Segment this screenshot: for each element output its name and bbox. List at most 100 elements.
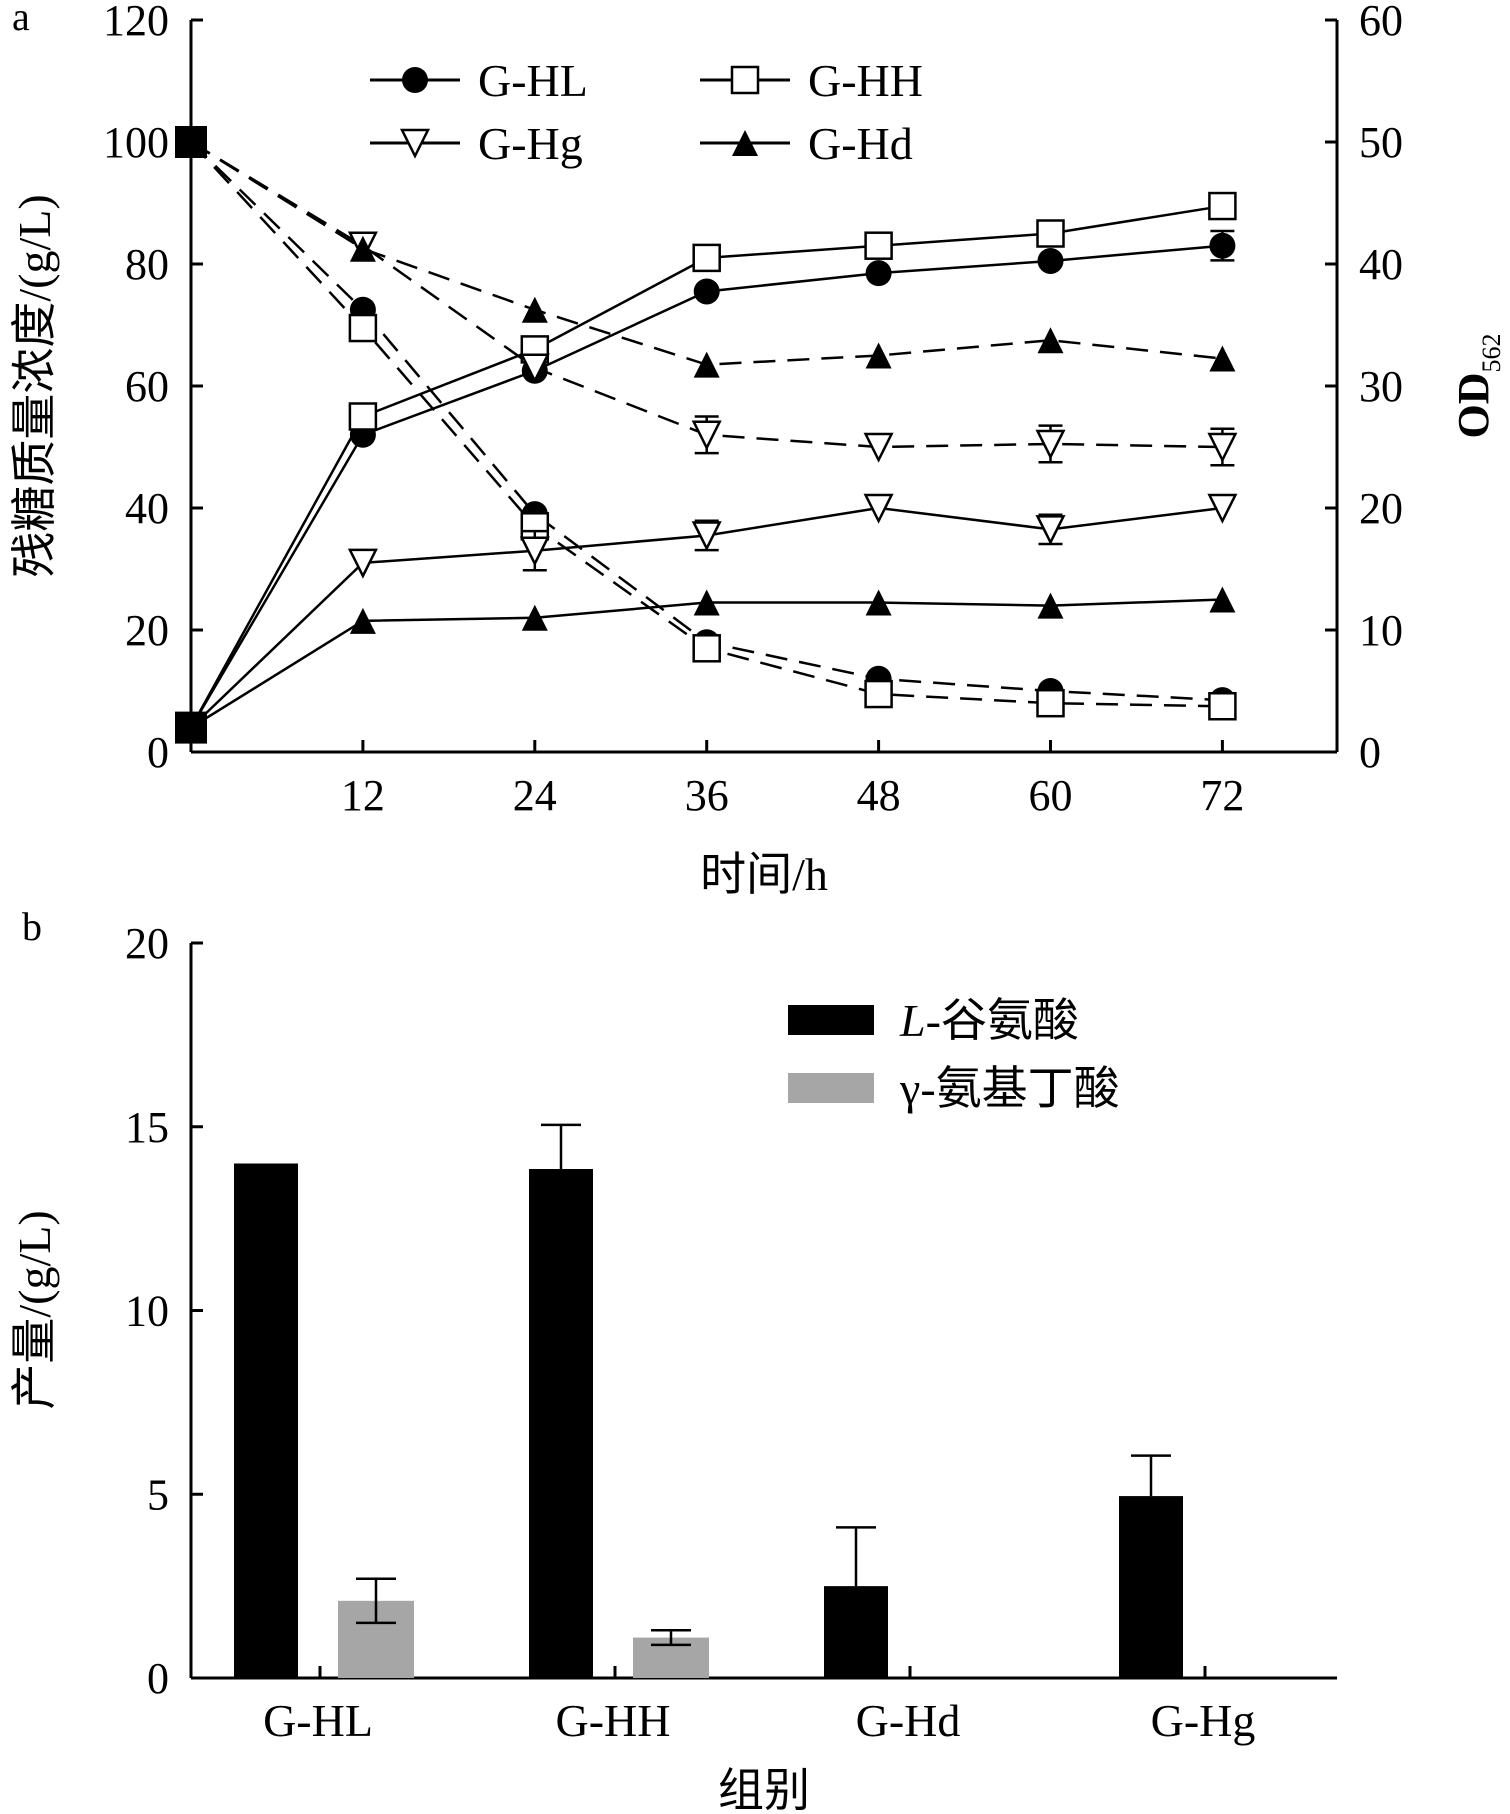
x-tick-label: 48 [857, 771, 901, 820]
sugar-point [1207, 432, 1238, 463]
y-tick-label-left: 120 [103, 0, 169, 45]
sugar-point [521, 296, 548, 323]
od-point [1037, 592, 1064, 619]
y-tick-label-left: 60 [125, 362, 169, 411]
sugar-point [1036, 688, 1065, 718]
od-point [1036, 219, 1065, 248]
bar-G-Hg-0 [1119, 1496, 1183, 1678]
legend-italic: L [899, 995, 926, 1046]
od-point [865, 260, 892, 287]
legend-marker [399, 128, 431, 159]
od-point [349, 607, 376, 634]
panel-a-ylabel-right: OD562 [1449, 334, 1506, 439]
od-point [864, 231, 893, 260]
sugar-point [348, 313, 378, 343]
panel-a-ylabel-left: 残糖质量浓度/(g/L) [9, 194, 60, 577]
sugar-point [349, 235, 376, 262]
od-point [1037, 247, 1064, 274]
panel-b-label: b [22, 904, 42, 949]
od-label: OD [1449, 373, 1498, 439]
od-point [1209, 586, 1236, 613]
od-point [1035, 515, 1066, 546]
od-subscript: 562 [1477, 334, 1506, 373]
sugar-point [691, 420, 722, 451]
sugar-point [692, 634, 721, 663]
sugar-point [1035, 429, 1066, 460]
y-tick-label: 20 [125, 919, 169, 968]
bar-G-Hd-0 [824, 1586, 888, 1678]
panel-a-label: a [12, 0, 30, 39]
bar-G-HH-0 [529, 1169, 593, 1678]
sugar-point [863, 432, 894, 463]
x-tick-label: G-Hd [856, 1695, 961, 1746]
y-tick-label-right: 20 [1359, 484, 1403, 533]
y-tick-label-right: 50 [1359, 118, 1403, 167]
od-point [1209, 232, 1236, 259]
sugar-point [519, 353, 550, 384]
sugar-point [1037, 327, 1064, 354]
sugar-point [1209, 345, 1236, 372]
legend-label: γ-氨基丁酸 [899, 1063, 1120, 1114]
x-tick-label: G-Hg [1151, 1695, 1256, 1746]
y-tick-label-right: 40 [1359, 240, 1403, 289]
y-tick-label-right: 60 [1359, 0, 1403, 45]
legend-text: -谷氨酸 [926, 995, 1079, 1046]
legend-swatch [788, 1005, 874, 1035]
y-tick-label-left: 0 [147, 728, 169, 777]
panel-b-plot: 0 5 10 15 20 G-HL G-HH G-Hd G-Hg L-谷氨酸 γ-氨基丁酸 [125, 919, 1337, 1746]
od-point [691, 521, 722, 552]
legend-marker [732, 130, 758, 156]
legend-marker [730, 65, 760, 95]
od-point [347, 548, 378, 579]
legend-label: G-HH [808, 55, 923, 106]
od-point [348, 402, 378, 431]
od-point [863, 493, 894, 524]
legend-label: G-Hd [808, 118, 913, 169]
y-tick-label: 10 [125, 1287, 169, 1336]
legend-swatch [788, 1073, 874, 1103]
y-tick-label-left: 20 [125, 606, 169, 655]
sugar-point [693, 351, 720, 378]
panel-b-xlabel: 组别 [718, 1765, 810, 1814]
start-point-sugar [175, 126, 207, 158]
od-line-G-Hd [190, 598, 1223, 729]
bar-G-HL-0 [234, 1163, 298, 1678]
y-tick-label-right: 10 [1359, 606, 1403, 655]
y-tick-label-right: 0 [1359, 728, 1381, 777]
sugar-point [864, 679, 893, 709]
od-point [865, 589, 892, 616]
y-tick-label-left: 40 [125, 484, 169, 533]
x-tick-label: 24 [513, 771, 557, 820]
start-point-od [175, 711, 207, 744]
legend-text: γ-氨基丁酸 [899, 1063, 1120, 1114]
od-point [1207, 493, 1238, 524]
y-tick-label: 0 [147, 1654, 169, 1703]
od-point [693, 278, 720, 305]
od-point [693, 589, 720, 616]
x-tick-label: G-HL [263, 1695, 373, 1746]
y-tick-label: 5 [147, 1470, 169, 1519]
y-tick-label-left: 80 [125, 240, 169, 289]
legend-label: G-Hg [478, 118, 583, 169]
legend-label: L-谷氨酸 [899, 995, 1079, 1046]
y-tick-label: 15 [125, 1103, 169, 1152]
sugar-point [865, 342, 892, 369]
x-tick-label: 60 [1029, 771, 1073, 820]
od-point [519, 536, 550, 567]
y-tick-label-right: 30 [1359, 362, 1403, 411]
legend-label: G-HL [478, 55, 588, 106]
panel-a-plot: 0 20 40 60 80 100 120 0 10 20 30 40 50 60 12 24 36 48 60 72… [103, 0, 1403, 820]
panel-a-xlabel: 时间/h [700, 849, 828, 900]
x-tick-label: G-HH [556, 1695, 671, 1746]
y-tick-label-left: 100 [103, 118, 169, 167]
legend-marker [402, 67, 428, 93]
panel-b-ylabel: 产量/(g/L) [9, 1210, 60, 1409]
x-tick-label: 72 [1200, 771, 1244, 820]
x-tick-label: 12 [341, 771, 385, 820]
od-point [1208, 191, 1237, 221]
od-point [521, 604, 548, 631]
x-tick-label: 36 [685, 771, 729, 820]
sugar-point [1208, 692, 1237, 721]
